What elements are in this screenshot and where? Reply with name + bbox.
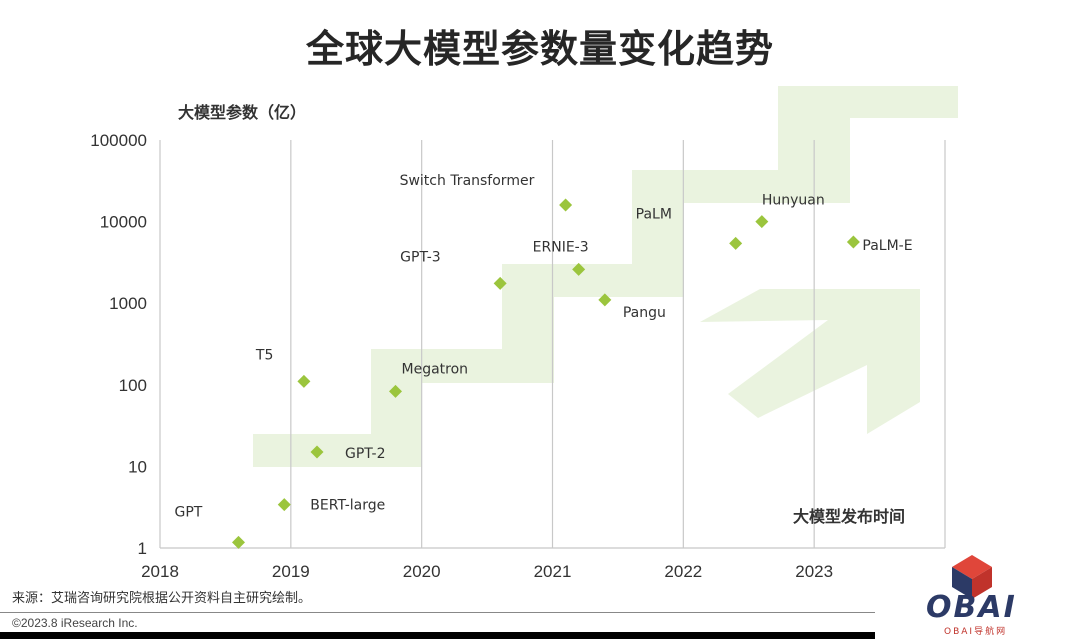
data-point-label: GPT [175, 504, 203, 520]
data-point-marker [297, 374, 311, 388]
data-point-label: GPT-2 [345, 446, 386, 462]
trend-arrow [700, 289, 920, 434]
y-tick-label: 100 [119, 376, 147, 395]
x-tick-label: 2021 [534, 562, 572, 581]
y-tick-label: 10000 [100, 213, 147, 232]
y-tick-label: 1000 [109, 294, 147, 313]
source-note: 来源：艾瑞咨询研究院根据公开资料自主研究绘制。 [12, 591, 312, 606]
copyright: ©2023.8 iResearch Inc. [12, 616, 138, 630]
y-tick-label: 100000 [90, 131, 147, 150]
grid-lines [159, 140, 946, 549]
data-point-marker [755, 215, 769, 229]
data-point-label: ERNIE-3 [533, 239, 589, 255]
data-point-marker [310, 445, 324, 459]
y-tick-label: 10 [128, 457, 147, 476]
data-point-label: T5 [255, 347, 273, 363]
background-decoration [253, 86, 958, 467]
data-points [232, 198, 860, 549]
data-point-label: Switch Transformer [400, 173, 535, 189]
x-axis-title: 大模型发布时间 [793, 507, 905, 526]
cube-logo-icon [952, 555, 992, 599]
data-point-marker [389, 384, 402, 398]
data-point-label: Megatron [402, 361, 469, 377]
footer-divider [0, 612, 875, 613]
data-labels: GPT BERT-large GPT-2 T5 Megatron GPT-3 Switch … [175, 173, 913, 520]
data-point-marker [846, 235, 860, 249]
data-point-label: Pangu [623, 305, 666, 321]
y-tick-label: 1 [138, 539, 147, 558]
bottom-bar [0, 632, 875, 639]
data-point-label: PaLM [636, 206, 672, 222]
x-tick-label: 2020 [403, 562, 441, 581]
logo-subtitle: OBAI导航网 [944, 627, 1008, 637]
x-tick-label: 2018 [141, 562, 179, 581]
x-tick-label: 2023 [795, 562, 833, 581]
data-point-marker [232, 535, 245, 549]
data-point-marker [493, 276, 507, 290]
data-point-marker [598, 293, 612, 307]
data-point-marker [729, 236, 743, 250]
data-point-marker [572, 262, 586, 276]
data-point-label: Hunyuan [762, 193, 825, 209]
y-axis-title: 大模型参数（亿） [178, 103, 306, 122]
x-tick-label: 2019 [272, 562, 310, 581]
staircase-band [253, 86, 958, 467]
axes: 1 10 100 1000 10000 100000 2018 2019 2020 2021 202… [90, 103, 905, 581]
data-point-label: PaLM-E [862, 238, 912, 254]
data-point-marker [277, 498, 291, 512]
page-title: 全球大模型参数量变化趋势 [305, 27, 774, 71]
x-tick-label: 2022 [664, 562, 702, 581]
data-point-marker [559, 198, 573, 212]
data-point-label: GPT-3 [400, 249, 441, 265]
logo-text: OBAI [926, 590, 1017, 625]
data-point-label: BERT-large [310, 498, 385, 514]
